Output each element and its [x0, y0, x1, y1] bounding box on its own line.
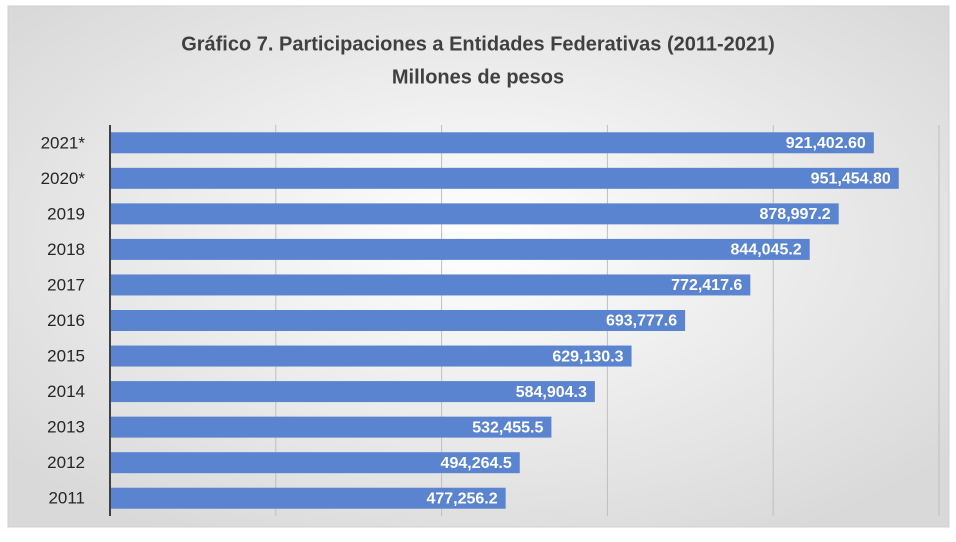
y-tick-label: 2015 — [47, 347, 85, 366]
bar — [110, 487, 506, 509]
value-label: 693,777.6 — [606, 313, 677, 330]
value-label: 878,997.2 — [760, 206, 831, 223]
bar — [110, 274, 751, 296]
chart-title: Gráfico 7. Participaciones a Entidades F… — [181, 33, 775, 55]
bar — [110, 452, 520, 474]
y-tick-label: 2017 — [47, 275, 85, 294]
value-label: 844,045.2 — [731, 242, 802, 259]
plot: 2021* 921,402.60 2020* 951,454.80 2019 878,99… — [41, 125, 940, 516]
y-tick-label: 2018 — [47, 240, 85, 259]
bar — [110, 132, 874, 154]
value-label: 629,130.3 — [552, 348, 623, 365]
bar — [110, 167, 899, 189]
y-tick-label: 2021* — [41, 133, 86, 152]
y-tick-label: 2016 — [47, 311, 85, 330]
bar — [110, 238, 810, 260]
y-tick-label: 2014 — [47, 382, 85, 401]
bar — [110, 416, 552, 438]
bar — [110, 310, 686, 331]
y-tick-label: 2019 — [47, 204, 85, 223]
value-label: 921,402.60 — [786, 135, 866, 152]
chart-subtitle: Millones de pesos — [392, 66, 564, 88]
y-tick-label: 2011 — [48, 489, 85, 508]
y-tick-label: 2013 — [47, 418, 85, 437]
value-label: 584,904.3 — [516, 384, 587, 401]
chart-area — [7, 5, 950, 528]
value-label: 951,454.80 — [811, 171, 891, 188]
value-label: 532,455.5 — [472, 419, 543, 436]
value-label: 772,417.6 — [671, 277, 742, 294]
bar — [110, 381, 595, 403]
bar — [110, 203, 839, 225]
value-label: 494,264.5 — [441, 455, 512, 472]
y-tick-label: 2012 — [47, 453, 85, 472]
value-label: 477,256.2 — [426, 490, 497, 507]
bar — [110, 345, 632, 367]
y-tick-label: 2020* — [41, 169, 86, 188]
